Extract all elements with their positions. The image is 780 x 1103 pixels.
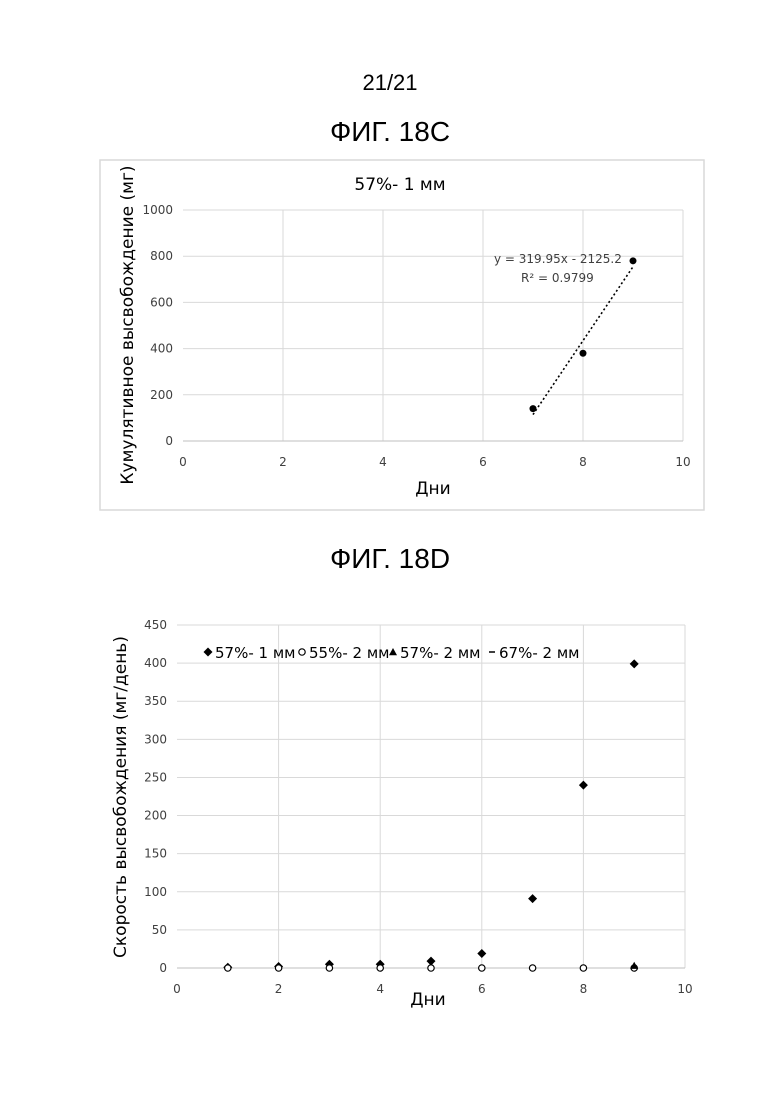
chart2-legend-marker-3 <box>389 648 397 655</box>
chart2-series2-data-point <box>275 965 281 971</box>
chart2-series2-data-point <box>326 965 332 971</box>
chart2-legend-label-3: 57%- 2 мм <box>400 644 480 662</box>
chart2-x-tick-label: 2 <box>275 982 283 996</box>
chart2-series2-data-point <box>479 965 485 971</box>
chart2-series3-data-point <box>630 962 638 969</box>
chart2-series2-data-point <box>529 965 535 971</box>
chart2-x-tick-label: 4 <box>376 982 384 996</box>
chart2-series2-data-point <box>377 965 383 971</box>
chart2-legend-label-4: 67%- 2 мм <box>499 644 579 662</box>
chart2-series2-data-point <box>225 965 231 971</box>
chart2-legend-marker-2 <box>299 649 305 655</box>
chart2-y-tick-label: 50 <box>152 923 167 937</box>
chart2-x-axis-title: Дни <box>410 990 445 1010</box>
chart2-y-tick-label: 350 <box>144 694 167 708</box>
chart2-y-tick-label: 0 <box>159 961 167 975</box>
chart2-y-tick-label: 200 <box>144 809 167 823</box>
chart2-y-tick-label: 450 <box>144 618 167 632</box>
chart2-series1-data-point <box>579 781 588 790</box>
chart2-legend-marker-1 <box>204 648 213 657</box>
chart2-y-tick-label: 250 <box>144 770 167 784</box>
chart2-x-tick-label: 6 <box>478 982 486 996</box>
chart2-y-tick-label: 400 <box>144 656 167 670</box>
chart2-series1-data-point <box>630 659 639 668</box>
chart2-series2-data-point <box>428 965 434 971</box>
chart2-x-tick-label: 0 <box>173 982 181 996</box>
chart2-series1-data-point <box>528 894 537 903</box>
chart2-legend-label-1: 57%- 1 мм <box>215 644 295 662</box>
chart2-y-axis-title: Скорость высвобождения (мг/день) <box>111 636 131 958</box>
chart2-y-tick-label: 150 <box>144 847 167 861</box>
chart2-x-tick-label: 8 <box>580 982 588 996</box>
chart2-legend-label-2: 55%- 2 мм <box>309 644 389 662</box>
chart2-series2-data-point <box>580 965 586 971</box>
chart2-y-tick-label: 300 <box>144 732 167 746</box>
chart2-y-tick-label: 100 <box>144 885 167 899</box>
chart2-series1-data-point <box>477 949 486 958</box>
chart2-x-tick-label: 10 <box>677 982 692 996</box>
